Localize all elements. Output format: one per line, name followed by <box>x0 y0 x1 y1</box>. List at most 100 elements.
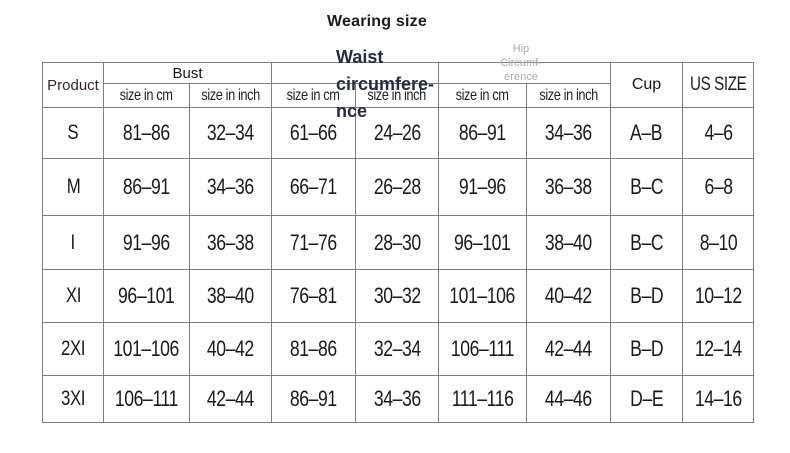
cell-hip-cm: 86–91 <box>438 107 527 159</box>
value: 24–26 <box>373 120 421 145</box>
value: 40–42 <box>545 283 592 308</box>
product-size-label: XI <box>65 284 81 307</box>
cell-product: XI <box>42 269 104 323</box>
cell-bust-inch: 38–40 <box>189 269 272 323</box>
cell-us-size: 4–6 <box>681 107 755 159</box>
size-table: Product Bust Cup US SIZE size in cm size… <box>42 62 755 423</box>
value: 96–101 <box>454 229 511 255</box>
value: 86–91 <box>290 386 337 411</box>
value: A–B <box>630 120 663 145</box>
subheader-label: size in inch <box>201 86 260 104</box>
cell-bust-inch: 42–44 <box>189 375 272 423</box>
value: 42–44 <box>545 336 592 361</box>
cell-waist-cm: 66–71 <box>271 158 356 216</box>
cell-product: 3XI <box>42 375 104 423</box>
cell-us-size: 10–12 <box>681 269 755 323</box>
value: 76–81 <box>290 283 337 308</box>
value: 106–111 <box>450 336 515 361</box>
cell-hip-cm: 101–106 <box>438 269 527 323</box>
value: B–D <box>629 283 664 308</box>
value: 111–116 <box>451 386 514 411</box>
cell-bust-inch: 40–42 <box>189 322 272 376</box>
table-row-s: S 81–86 32–34 61–66 24–26 86–91 34–36 A–… <box>42 107 755 159</box>
value: 36–38 <box>545 174 592 199</box>
value: B–C <box>629 174 664 199</box>
cell-us-size: 12–14 <box>681 322 755 376</box>
cell-hip-inch: 36–38 <box>526 158 611 216</box>
value: 34–36 <box>207 174 254 199</box>
waist-header-line: nce <box>336 101 368 121</box>
cell-cup: B–D <box>610 269 683 323</box>
cell-waist-inch: 34–36 <box>355 375 439 423</box>
cell-waist-cm: 81–86 <box>271 322 356 376</box>
hip-header-line: erence <box>504 71 538 83</box>
cell-us-size: 8–10 <box>681 215 755 270</box>
product-size-label: 3XI <box>60 387 86 410</box>
cell-hip-inch: 44–46 <box>526 375 611 423</box>
value: 6–8 <box>704 174 733 199</box>
cell-cup: A–B <box>610 107 683 159</box>
value: D–E <box>629 386 664 411</box>
value: 81–86 <box>123 120 170 145</box>
table-row-m: M 86–91 34–36 66–71 26–28 91–96 36–38 B–… <box>42 158 755 216</box>
cell-bust-cm: 106–111 <box>103 375 190 423</box>
value: 8–10 <box>699 229 737 255</box>
value: 34–36 <box>545 120 592 145</box>
cell-hip-inch: 38–40 <box>526 215 611 270</box>
value: 30–32 <box>373 283 421 308</box>
product-size-label: 2XI <box>60 337 86 360</box>
cell-product: S <box>42 107 104 159</box>
hip-circumference-header: Hip Circumf- erence <box>476 42 566 84</box>
waist-header-line: Waist <box>336 47 384 67</box>
cell-bust-inch: 32–34 <box>189 107 272 159</box>
value: 12–14 <box>694 336 742 361</box>
cell-hip-inch: 40–42 <box>526 269 611 323</box>
cell-us-size: 14–16 <box>681 375 755 423</box>
cell-waist-cm: 71–76 <box>271 215 356 270</box>
hip-inch-subheader: size in inch <box>526 83 611 108</box>
cell-bust-cm: 101–106 <box>103 322 190 376</box>
cell-waist-inch: 30–32 <box>355 269 439 323</box>
value: 101–106 <box>449 283 516 308</box>
cell-bust-inch: 36–38 <box>189 215 272 270</box>
value: 42–44 <box>207 386 254 411</box>
table-row-3xi: 3XI 106–111 42–44 86–91 34–36 111–116 44… <box>42 375 755 423</box>
subheader-label: size in cm <box>120 86 173 104</box>
value: 106–111 <box>114 386 179 411</box>
cell-hip-inch: 34–36 <box>526 107 611 159</box>
cell-product: M <box>42 158 104 216</box>
cell-hip-cm: 106–111 <box>438 322 527 376</box>
value: 91–96 <box>123 229 170 255</box>
cell-waist-inch: 26–28 <box>355 158 439 216</box>
cell-product: I <box>42 215 104 270</box>
value: 14–16 <box>694 386 742 411</box>
value: 26–28 <box>373 174 421 199</box>
value: 28–30 <box>373 229 421 255</box>
value: 86–91 <box>459 120 506 145</box>
product-size-label: M <box>66 175 80 198</box>
value: 10–12 <box>694 283 742 308</box>
subheader-label: size in cm <box>287 86 340 104</box>
header-group-row: Product Bust Cup US SIZE <box>42 62 755 108</box>
hip-header-line: Circumf- <box>500 57 542 69</box>
subheader-label: size in cm <box>456 86 509 104</box>
table-row-xi: XI 96–101 38–40 76–81 30–32 101–106 40–4… <box>42 269 755 323</box>
bust-inch-subheader: size in inch <box>189 83 272 108</box>
value: 32–34 <box>373 336 421 361</box>
value: 38–40 <box>545 229 592 255</box>
hip-cm-subheader: size in cm <box>438 83 527 108</box>
value: 38–40 <box>207 283 254 308</box>
value: 96–101 <box>118 283 175 308</box>
us-size-label: US SIZE <box>690 74 747 95</box>
cell-hip-cm: 91–96 <box>438 158 527 216</box>
cell-cup: D–E <box>610 375 683 423</box>
cell-bust-inch: 34–36 <box>189 158 272 216</box>
cell-waist-inch: 28–30 <box>355 215 439 270</box>
value: 91–96 <box>459 174 506 199</box>
value: 61–66 <box>290 120 337 145</box>
value: B–C <box>629 229 664 255</box>
value: B–D <box>629 336 664 361</box>
cell-waist-cm: 86–91 <box>271 375 356 423</box>
subheader-label: size in inch <box>367 86 427 104</box>
